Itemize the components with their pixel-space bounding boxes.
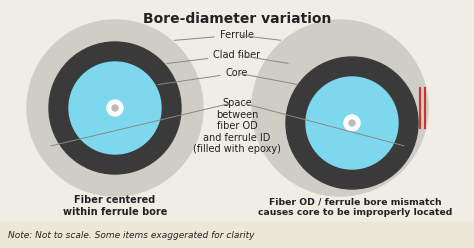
- Circle shape: [252, 20, 428, 196]
- Text: Bore-diameter variation: Bore-diameter variation: [143, 12, 331, 26]
- Text: Ferrule: Ferrule: [174, 30, 254, 40]
- Circle shape: [27, 20, 203, 196]
- Text: Core: Core: [157, 68, 248, 85]
- Circle shape: [344, 115, 360, 131]
- Text: Fiber centered
within ferrule bore: Fiber centered within ferrule bore: [63, 195, 167, 217]
- Circle shape: [349, 120, 355, 126]
- Circle shape: [306, 77, 398, 169]
- Circle shape: [107, 100, 123, 116]
- Text: Fiber OD / ferrule bore mismatch
causes core to be improperly located: Fiber OD / ferrule bore mismatch causes …: [258, 198, 452, 217]
- Text: Clad fiber: Clad fiber: [167, 50, 261, 63]
- Circle shape: [286, 57, 418, 189]
- Text: Space
between
fiber OD
and ferrule ID
(filled with epoxy): Space between fiber OD and ferrule ID (f…: [193, 98, 281, 155]
- Bar: [0, 222, 474, 248]
- Circle shape: [112, 105, 118, 111]
- Circle shape: [49, 42, 181, 174]
- Circle shape: [69, 62, 161, 154]
- Text: Note: Not to scale. Some items exaggerated for clarity: Note: Not to scale. Some items exaggerat…: [8, 230, 255, 240]
